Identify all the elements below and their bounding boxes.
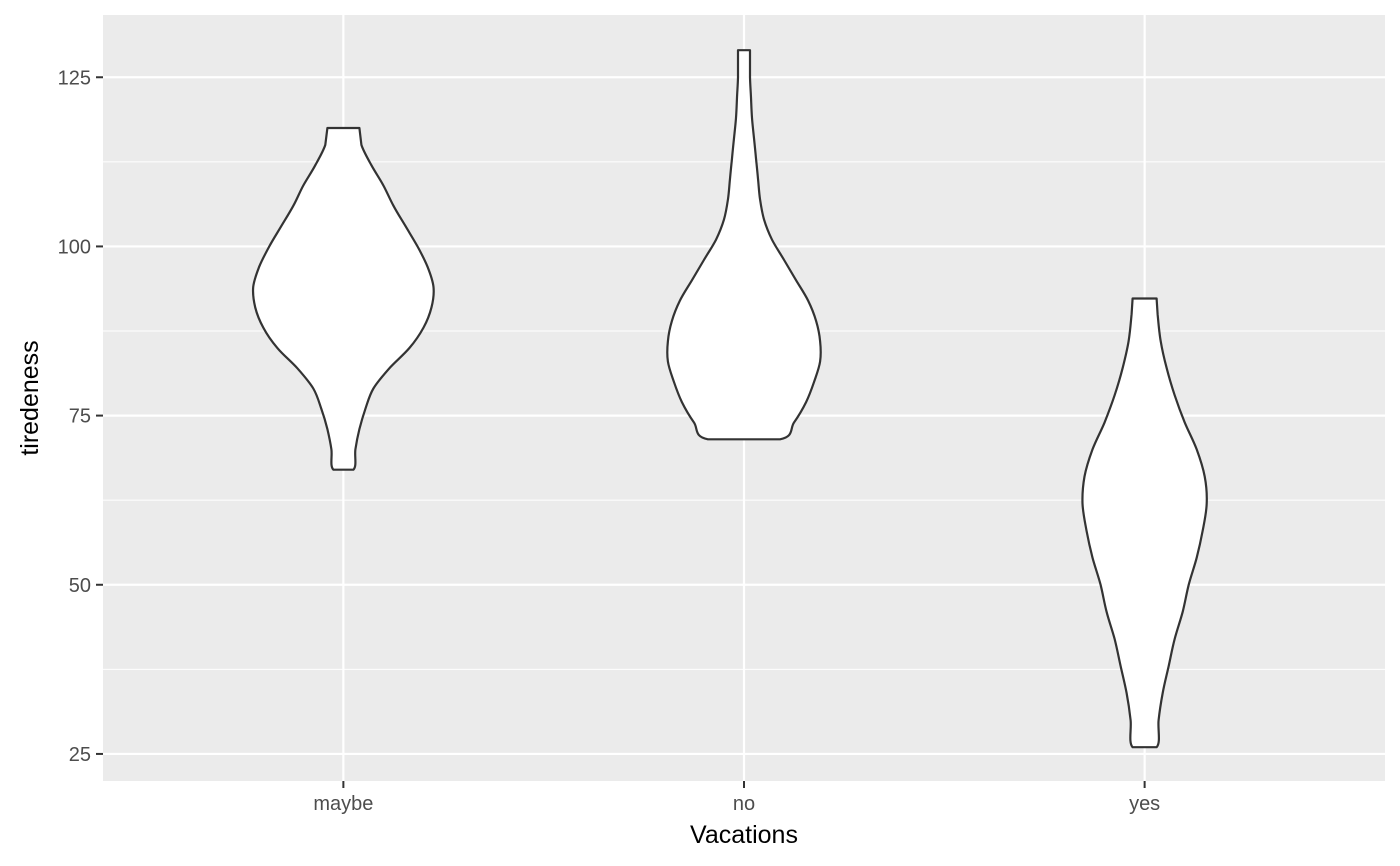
violin-yes	[1081, 297, 1208, 749]
y-tick-label: 75	[69, 406, 91, 428]
y-axis: 25 50 75 100 125	[58, 67, 103, 766]
violin-no	[666, 49, 822, 441]
y-tick-label: 50	[69, 575, 91, 597]
y-tick-label: 125	[58, 67, 91, 89]
x-tick-label: no	[733, 793, 755, 815]
y-tick-label: 100	[58, 236, 91, 258]
x-tick-label: yes	[1129, 793, 1160, 815]
x-tick-label: maybe	[313, 793, 373, 815]
violins	[251, 49, 1208, 749]
x-axis: maybe no yes	[313, 781, 1160, 815]
x-axis-title: Vacations	[690, 821, 798, 849]
y-tick-label: 25	[69, 744, 91, 766]
violin-maybe	[251, 126, 435, 471]
y-axis-title: tiredeness	[16, 340, 44, 455]
